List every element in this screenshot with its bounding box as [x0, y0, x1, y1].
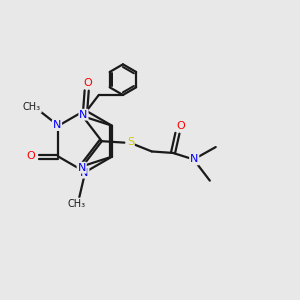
Text: N: N	[79, 110, 88, 120]
Text: O: O	[176, 121, 185, 131]
Text: N: N	[80, 168, 88, 178]
Text: CH₃: CH₃	[67, 199, 86, 208]
Text: O: O	[84, 78, 92, 88]
Text: N: N	[190, 154, 198, 164]
Text: S: S	[127, 137, 134, 147]
Text: N: N	[77, 163, 86, 173]
Text: O: O	[26, 151, 35, 161]
Text: CH₃: CH₃	[23, 102, 41, 112]
Text: N: N	[53, 120, 61, 130]
